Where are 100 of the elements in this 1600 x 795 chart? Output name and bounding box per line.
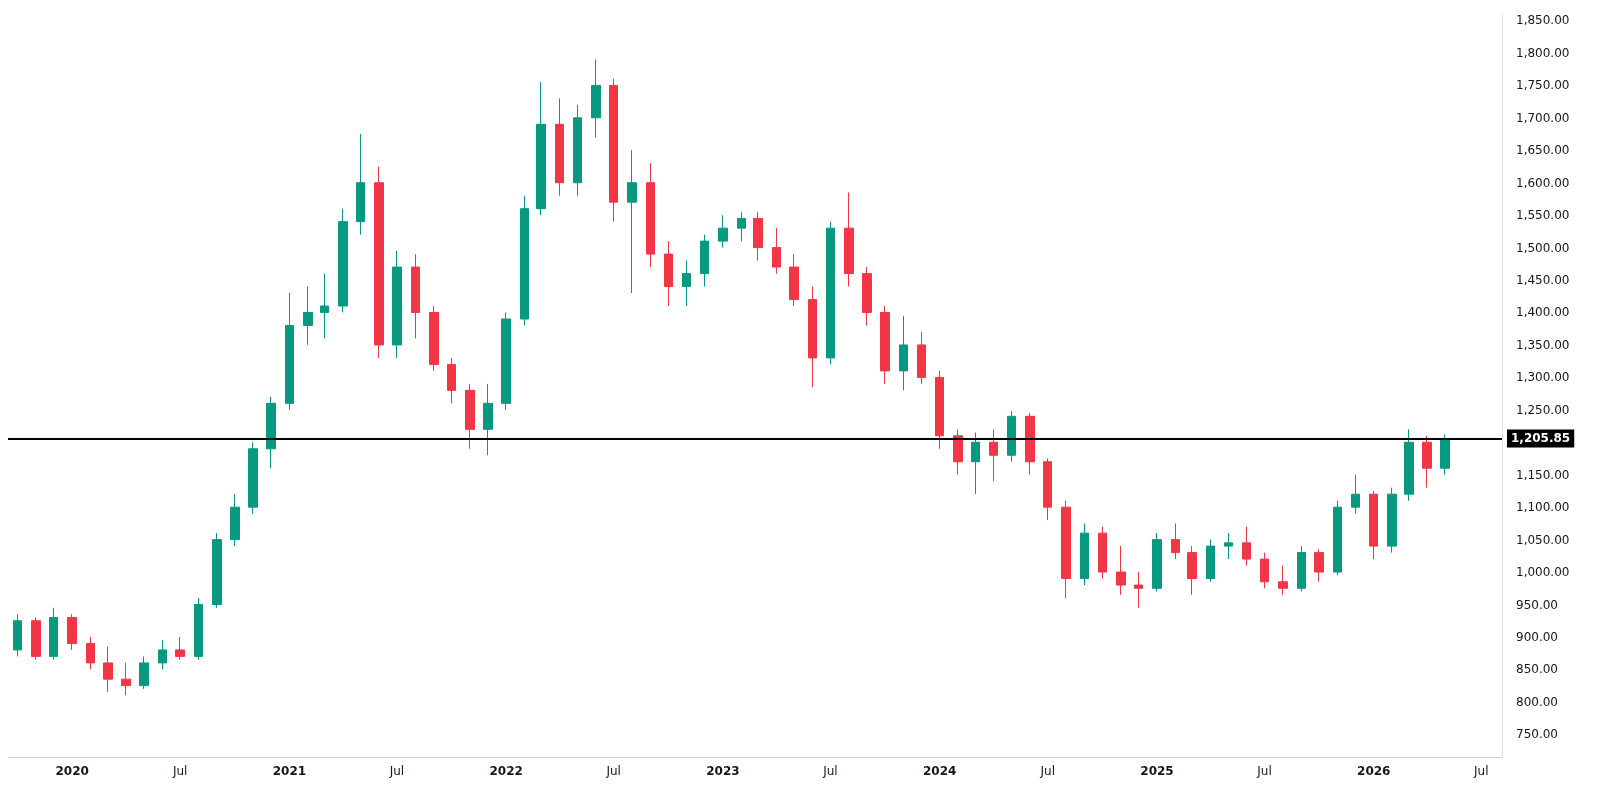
candlestick — [1387, 487, 1397, 554]
candlestick — [917, 331, 926, 385]
candlestick — [520, 195, 529, 326]
candlestick — [1061, 500, 1071, 599]
candlestick — [573, 104, 582, 197]
candlestick — [1314, 548, 1324, 583]
y-tick-label: 900.00 — [1516, 629, 1558, 644]
candlestick — [1025, 412, 1035, 476]
candlestick — [356, 133, 365, 236]
candlestick — [158, 639, 167, 670]
y-tick-label: 1,800.00 — [1516, 45, 1570, 60]
y-tick-label: 750.00 — [1516, 727, 1558, 742]
candlestick — [266, 396, 276, 469]
candlestick — [465, 383, 475, 450]
candlestick — [772, 227, 781, 275]
y-tick-label: 1,700.00 — [1516, 110, 1570, 125]
candlestick — [789, 253, 799, 307]
y-tick-label: 1,550.00 — [1516, 208, 1570, 223]
candlestick — [230, 493, 240, 547]
y-tick-label: 1,350.00 — [1516, 337, 1570, 352]
candlestick — [627, 149, 637, 294]
x-tick-label: Jul — [822, 764, 838, 778]
candlestick — [1333, 500, 1342, 576]
y-tick-label: 1,600.00 — [1516, 175, 1570, 190]
candlestick — [971, 432, 980, 495]
candlestick — [285, 292, 294, 411]
y-tick-label: 1,750.00 — [1516, 78, 1570, 93]
candlestick — [1134, 571, 1143, 609]
y-tick-label: 800.00 — [1516, 694, 1558, 709]
x-tick-label: Jul — [1039, 764, 1055, 778]
x-tick-label: 2026 — [1357, 764, 1391, 778]
candlestick — [13, 613, 22, 657]
y-tick-label: 850.00 — [1516, 662, 1558, 677]
candlestick — [826, 221, 835, 365]
candlestick — [609, 78, 618, 223]
candlestick — [248, 441, 258, 515]
candlestick — [49, 607, 58, 661]
candlestick — [989, 428, 998, 482]
candlestick — [212, 532, 222, 609]
y-tick-label: 1,450.00 — [1516, 273, 1570, 288]
x-tick-label: Jul — [605, 764, 621, 778]
x-tick-label: 2022 — [489, 764, 523, 778]
candlestick — [1043, 458, 1052, 521]
candlestick — [429, 305, 439, 372]
candlestick — [753, 211, 763, 262]
x-tick-label: Jul — [1472, 764, 1489, 778]
candlestick — [646, 162, 655, 268]
candlestick — [664, 240, 673, 307]
y-tick-label: 1,400.00 — [1516, 305, 1570, 320]
candlestick — [1171, 522, 1180, 560]
candlestick — [411, 253, 420, 339]
x-tick-label: Jul — [171, 764, 188, 778]
candlestick — [808, 286, 817, 388]
candlestick — [1098, 526, 1107, 580]
candlestick — [1440, 433, 1450, 476]
y-tick-label: 1,850.00 — [1516, 13, 1570, 28]
candlestick — [320, 273, 329, 339]
candlestick — [591, 58, 601, 138]
x-tick-label: 2023 — [706, 764, 740, 778]
candlestick — [1080, 522, 1089, 586]
y-tick-label: 1,150.00 — [1516, 467, 1570, 482]
candlestick — [1422, 435, 1432, 489]
candlestick — [338, 208, 348, 313]
x-tick-label: Jul — [1256, 764, 1272, 778]
candlestick — [194, 597, 203, 661]
candlestick — [303, 286, 313, 346]
candlestick — [31, 616, 41, 661]
candlestick — [1297, 545, 1306, 593]
candlestick — [175, 636, 185, 661]
candlestick — [501, 312, 511, 411]
candlestick — [1116, 545, 1126, 596]
candlestick — [1404, 428, 1414, 502]
candlestick — [880, 305, 890, 385]
candlestick — [121, 662, 131, 696]
candlestick — [737, 211, 746, 242]
candlestick — [862, 266, 872, 326]
y-tick-label: 1,300.00 — [1516, 370, 1570, 385]
candlestick — [1278, 565, 1288, 596]
candlestick — [392, 250, 402, 359]
x-tick-label: 2025 — [1140, 764, 1174, 778]
candlestick — [447, 357, 456, 404]
x-tick-label: 2020 — [55, 764, 89, 778]
candlestick — [1187, 545, 1197, 596]
candlestick — [899, 315, 908, 391]
y-tick-label: 950.00 — [1516, 597, 1558, 612]
candlestick — [1260, 552, 1269, 589]
candlestick — [1351, 474, 1360, 515]
candlestick — [700, 234, 709, 288]
ref-line-label: 1,205.85 — [1511, 431, 1571, 446]
candlestick — [103, 646, 113, 693]
candlestick — [1152, 532, 1162, 593]
y-tick-label: 1,100.00 — [1516, 500, 1570, 515]
x-tick-label: 2021 — [272, 764, 307, 778]
x-tick-label: 2024 — [922, 764, 957, 778]
candlestick — [86, 636, 95, 670]
y-tick-label: 1,500.00 — [1516, 240, 1570, 255]
candlestick — [483, 383, 493, 456]
candlestick — [374, 165, 384, 359]
candlestick — [935, 370, 944, 450]
candlestick — [953, 428, 963, 476]
